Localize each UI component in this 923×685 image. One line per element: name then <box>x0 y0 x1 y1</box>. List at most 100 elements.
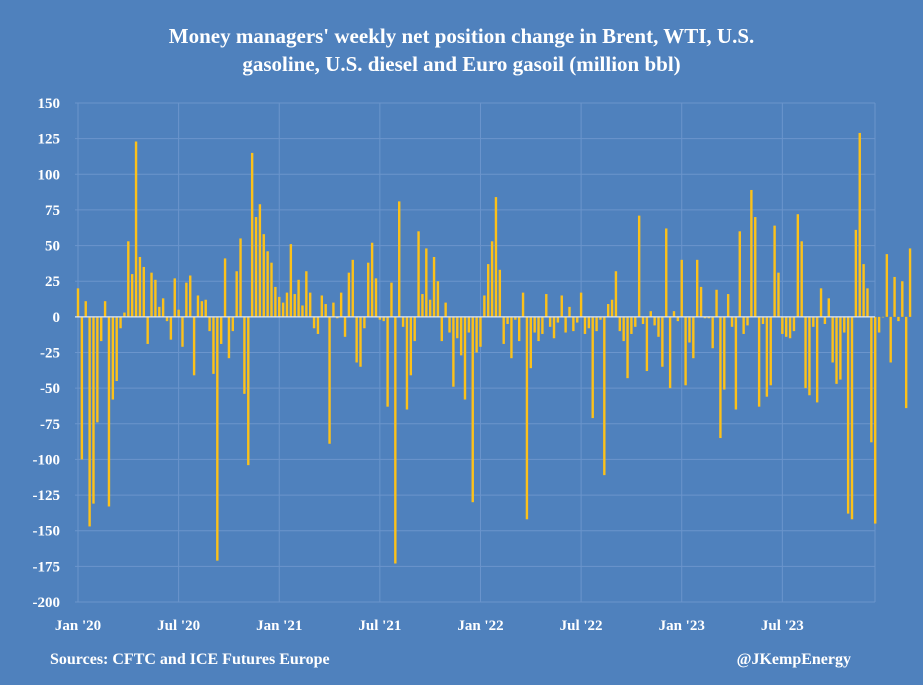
bar <box>494 197 498 317</box>
bar <box>428 299 432 317</box>
bar <box>363 316 366 329</box>
bar <box>587 316 591 329</box>
bar <box>785 316 788 337</box>
bar <box>258 204 262 317</box>
bar <box>212 316 215 374</box>
bar <box>413 316 416 342</box>
y-tick-label: -50 <box>40 381 60 397</box>
bar <box>278 296 281 317</box>
bar <box>738 231 741 317</box>
bar <box>394 316 397 564</box>
bar <box>750 189 753 317</box>
bar <box>688 316 691 343</box>
bar <box>270 262 273 317</box>
bar <box>533 316 536 333</box>
y-tick-label: -100 <box>33 452 61 468</box>
bar <box>386 316 389 407</box>
bar <box>409 316 413 376</box>
bar <box>142 266 145 317</box>
bar <box>541 316 544 334</box>
bar <box>92 316 95 504</box>
bar <box>881 316 885 318</box>
bar <box>579 292 583 317</box>
bar <box>123 312 126 317</box>
x-tick-label: Jul '21 <box>358 618 401 634</box>
bar <box>815 316 819 403</box>
bar <box>401 316 405 327</box>
bar <box>115 316 118 382</box>
bar <box>417 231 420 317</box>
bar <box>877 316 881 333</box>
chart-title-line-2: gasoline, U.S. diesel and Euro gasoil (m… <box>242 52 681 76</box>
bar <box>239 238 242 317</box>
bar <box>769 316 772 386</box>
bar <box>463 316 467 400</box>
bar <box>846 316 850 514</box>
bar <box>703 316 707 319</box>
bar <box>200 301 204 317</box>
x-tick-label: Jan '23 <box>659 618 705 634</box>
bar <box>324 304 327 317</box>
bar <box>254 217 258 317</box>
bar <box>595 316 598 332</box>
bar <box>138 256 142 317</box>
bar <box>165 316 169 322</box>
x-tick-label: Jul '20 <box>157 618 200 634</box>
bar <box>719 316 722 439</box>
x-tick-label: Jan '21 <box>256 618 302 634</box>
bar <box>843 316 846 333</box>
bar <box>502 316 505 344</box>
bar <box>715 289 718 317</box>
bar <box>792 316 796 332</box>
bar <box>908 248 912 317</box>
bar <box>146 316 149 344</box>
bar <box>603 316 606 476</box>
author-credit: @JKempEnergy <box>736 651 851 668</box>
bar <box>456 316 459 339</box>
bar <box>649 311 652 317</box>
y-tick-label: 0 <box>53 310 61 326</box>
bar <box>150 272 153 317</box>
bar <box>425 248 428 317</box>
bar <box>192 316 196 376</box>
bar <box>548 316 552 327</box>
bar <box>506 316 509 324</box>
bar <box>668 316 672 389</box>
bar <box>467 316 471 333</box>
bar <box>560 295 563 317</box>
bar <box>208 316 211 332</box>
bar <box>177 309 180 317</box>
bar <box>262 234 265 317</box>
bar <box>382 316 385 322</box>
bar <box>247 316 250 466</box>
bar <box>185 282 188 317</box>
bar <box>479 316 482 347</box>
bar <box>405 316 409 410</box>
bar <box>196 295 200 317</box>
bar <box>189 275 192 317</box>
bar <box>448 316 451 333</box>
bar <box>359 316 362 367</box>
bar <box>823 316 827 324</box>
bar <box>885 254 889 317</box>
bar <box>316 316 320 334</box>
bar <box>726 294 730 317</box>
bar <box>854 229 858 317</box>
bar <box>812 316 815 327</box>
bar <box>297 279 300 317</box>
bar <box>421 294 424 317</box>
bar <box>243 316 246 394</box>
bar <box>436 281 440 317</box>
bar <box>568 306 571 317</box>
bar <box>684 316 687 386</box>
bar <box>514 316 517 320</box>
bar <box>672 311 676 317</box>
bar <box>529 316 532 369</box>
bar <box>901 281 904 317</box>
bar <box>339 292 343 317</box>
bar <box>761 316 765 324</box>
bar <box>645 316 649 372</box>
bar <box>301 305 304 317</box>
bar <box>231 316 234 332</box>
bar <box>328 316 331 444</box>
